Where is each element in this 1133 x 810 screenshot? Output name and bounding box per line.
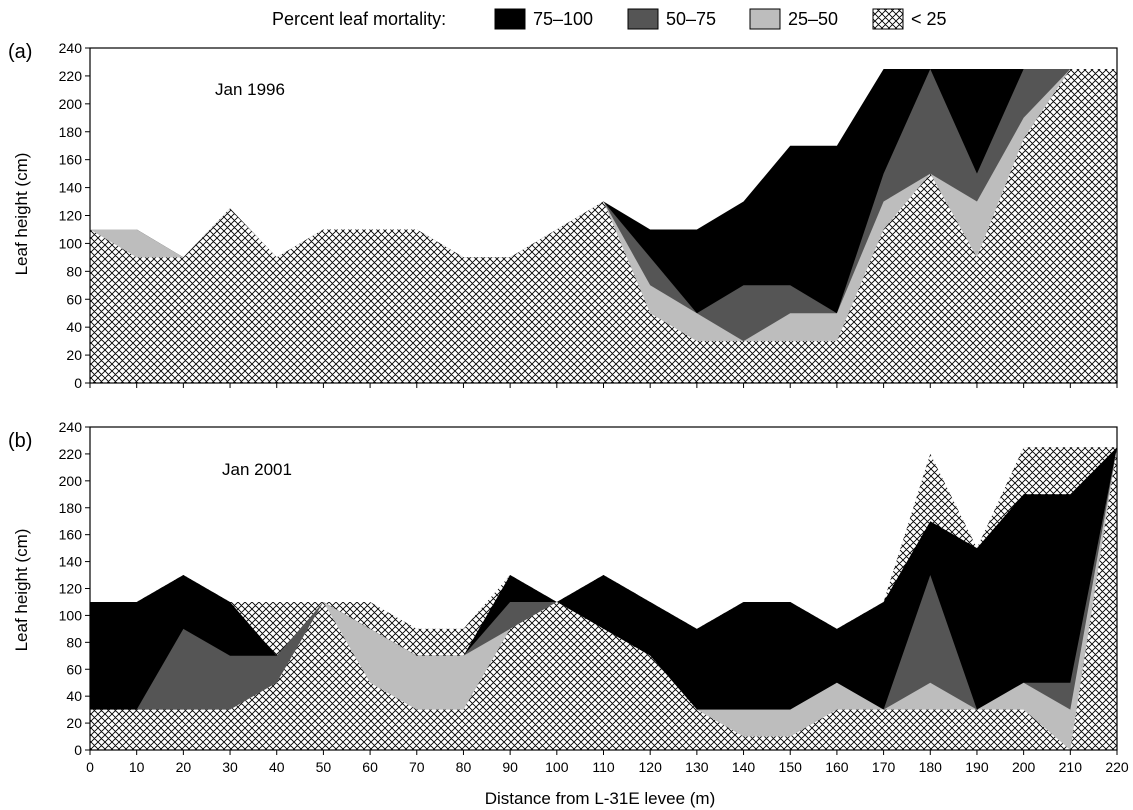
panel-a-frame bbox=[89, 47, 1118, 384]
panel-b-date: Jan 2001 bbox=[222, 460, 292, 479]
panel-b-xtick-label: 160 bbox=[825, 759, 849, 775]
panel-a-ytick-label: 220 bbox=[59, 68, 83, 84]
panel-a-ytick-label: 60 bbox=[66, 291, 82, 307]
panel-b-xtick-label: 180 bbox=[919, 759, 943, 775]
legend-label-50-75: 50–75 bbox=[666, 9, 716, 29]
panel-a-ytick-label: 80 bbox=[66, 263, 82, 279]
panel-b-ylabel: Leaf height (cm) bbox=[12, 529, 31, 652]
panel-b-xtick-label: 130 bbox=[685, 759, 709, 775]
panel-b-area-0 bbox=[90, 447, 1117, 750]
panel-b-ytick-label: 0 bbox=[74, 742, 82, 758]
panel-b-xtick-label: 140 bbox=[732, 759, 756, 775]
panel-a-ytick-label: 200 bbox=[59, 96, 83, 112]
panel-a-ytick-label: 140 bbox=[59, 180, 83, 196]
panel-b-ytick-label: 200 bbox=[59, 473, 83, 489]
panel-a: (a) Jan 1996 Leaf height (cm) 0 20 40 60 80 1… bbox=[8, 40, 1118, 391]
panel-a-ytick-label: 0 bbox=[74, 375, 82, 391]
panel-b-xtick-label: 200 bbox=[1012, 759, 1036, 775]
panel-b-xtick-label: 120 bbox=[639, 759, 663, 775]
panel-b-xtick-label: 110 bbox=[592, 759, 615, 775]
panel-b-xtick-label: 20 bbox=[176, 759, 192, 775]
panel-a-area-0 bbox=[90, 68, 1117, 383]
panel-b-label: (b) bbox=[8, 430, 32, 452]
panel-b-ytick-label: 160 bbox=[59, 527, 83, 543]
panel-b-xtick-label: 30 bbox=[222, 759, 238, 775]
panel-a-ytick-label: 20 bbox=[66, 347, 82, 363]
panel-a-label: (a) bbox=[8, 41, 32, 63]
panel-b-xtick-label: 170 bbox=[872, 759, 896, 775]
panel-b-ytick-label: 80 bbox=[66, 634, 82, 650]
panel-b-ytick-label: 140 bbox=[59, 554, 83, 570]
panel-b-xtick-label: 0 bbox=[86, 759, 94, 775]
panel-a-ytick-label: 240 bbox=[59, 40, 83, 56]
panel-b-frame bbox=[89, 426, 1118, 751]
panel-b-xtick-label: 210 bbox=[1059, 759, 1083, 775]
panel-b-xtick-label: 50 bbox=[316, 759, 332, 775]
panel-a-ytick-label: 180 bbox=[59, 124, 83, 140]
legend-label-25-50: 25–50 bbox=[788, 9, 838, 29]
legend-swatch-75-100 bbox=[494, 8, 526, 30]
panel-a-ylabel: Leaf height (cm) bbox=[12, 153, 31, 276]
panel-b-xtick-label: 220 bbox=[1105, 759, 1129, 775]
panel-b-ytick-label: 240 bbox=[59, 419, 83, 435]
panel-b-xtick-label: 150 bbox=[779, 759, 803, 775]
legend-label-75-100: 75–100 bbox=[533, 9, 593, 29]
panel-a-date: Jan 1996 bbox=[215, 80, 285, 99]
panel-b-ytick-label: 60 bbox=[66, 661, 82, 677]
panel-a-ytick-label: 160 bbox=[59, 152, 83, 168]
panel-a-ytick-label: 120 bbox=[59, 208, 83, 224]
panel-a-ytick-label: 100 bbox=[59, 235, 83, 251]
panel-b-ytick-label: 40 bbox=[66, 688, 82, 704]
panel-b: (b) Jan 2001 Leaf height (cm) 0 20 40 60 80 1… bbox=[8, 419, 1129, 808]
panel-b-ytick-label: 100 bbox=[59, 607, 83, 623]
panel-a-ytick-label: 40 bbox=[66, 319, 82, 335]
panel-b-ytick-label: 120 bbox=[59, 581, 83, 597]
panel-b-xtick-label: 60 bbox=[362, 759, 378, 775]
legend-title: Percent leaf mortality: bbox=[272, 9, 446, 29]
legend-label-lt-25: < 25 bbox=[911, 9, 947, 29]
legend-swatch-50-75 bbox=[627, 8, 659, 30]
panel-b-ytick-label: 180 bbox=[59, 500, 83, 516]
panel-b-xtick-label: 70 bbox=[409, 759, 425, 775]
panel-b-xtick-label: 40 bbox=[269, 759, 285, 775]
panel-b-ytick-label: 20 bbox=[66, 715, 82, 731]
panel-b-xtick-label: 90 bbox=[502, 759, 518, 775]
panel-b-xtick-label: 10 bbox=[129, 759, 145, 775]
panel-b-xtick-label: 190 bbox=[965, 759, 989, 775]
x-axis-label: Distance from L-31E levee (m) bbox=[485, 789, 716, 808]
panel-b-xtick-label: 80 bbox=[456, 759, 472, 775]
panel-b-ytick-label: 220 bbox=[59, 446, 83, 462]
legend-swatch-25-50 bbox=[749, 8, 781, 30]
legend-swatch-lt-25 bbox=[872, 8, 904, 30]
legend: Percent leaf mortality: 75–100 50–75 25–… bbox=[272, 8, 947, 30]
panel-b-xtick-label: 100 bbox=[545, 759, 569, 775]
